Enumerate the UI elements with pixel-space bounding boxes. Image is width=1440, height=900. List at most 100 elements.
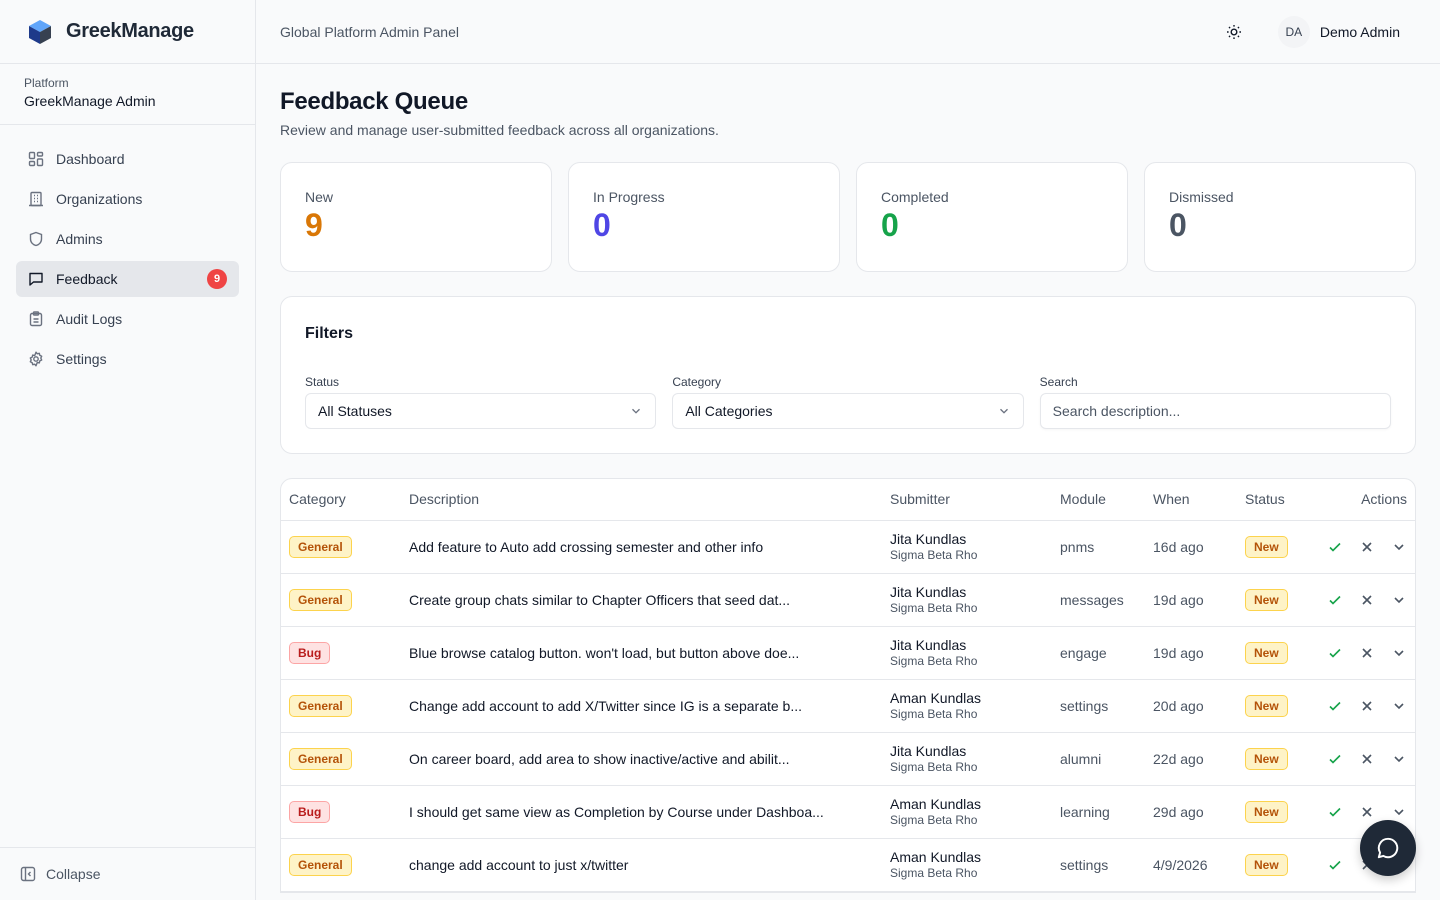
- check-icon[interactable]: [1327, 592, 1343, 608]
- table-row[interactable]: General Change add account to add X/Twitt…: [281, 679, 1415, 733]
- status-cell: New: [1237, 732, 1309, 786]
- check-icon[interactable]: [1327, 751, 1343, 767]
- check-icon[interactable]: [1327, 539, 1343, 555]
- close-icon[interactable]: [1359, 698, 1375, 714]
- table-row[interactable]: General Add feature to Auto add crossing …: [281, 520, 1415, 574]
- description-cell: Create group chats similar to Chapter Of…: [401, 573, 882, 627]
- category-badge: General: [289, 588, 352, 611]
- check-icon[interactable]: [1327, 857, 1343, 873]
- table-row[interactable]: General change add account to just x/twit…: [281, 838, 1415, 892]
- module-cell: settings: [1052, 838, 1145, 892]
- check-icon[interactable]: [1327, 804, 1343, 820]
- brand[interactable]: GreekManage: [0, 0, 255, 64]
- status-cell: New: [1237, 838, 1309, 892]
- sidebar-nav: Dashboard Organizations Admins Feedback …: [0, 125, 255, 397]
- submitter-cell: Aman Kundlas Sigma Beta Rho: [882, 679, 1052, 733]
- column-header-module[interactable]: Module: [1052, 479, 1145, 521]
- actions-cell: [1309, 520, 1415, 574]
- sidebar-item-audit-logs[interactable]: Audit Logs: [16, 301, 239, 337]
- sidebar-item-dashboard[interactable]: Dashboard: [16, 141, 239, 177]
- close-icon[interactable]: [1359, 804, 1375, 820]
- sidebar-item-admins[interactable]: Admins: [16, 221, 239, 257]
- status-cell: New: [1237, 520, 1309, 574]
- platform-switcher[interactable]: Platform GreekManage Admin: [0, 64, 255, 125]
- stat-label: Dismissed: [1169, 189, 1234, 205]
- close-icon[interactable]: [1359, 751, 1375, 767]
- module-cell: learning: [1052, 785, 1145, 839]
- table-header-row: Category Description Submitter Module Wh…: [281, 479, 1415, 521]
- status-select-value: All Statuses: [318, 403, 392, 419]
- description-cell: I should get same view as Completion by …: [401, 785, 882, 839]
- platform-name: GreekManage Admin: [24, 93, 156, 109]
- submitter-org: Sigma Beta Rho: [890, 601, 978, 615]
- chevron-down-icon[interactable]: [1391, 592, 1407, 608]
- category-select[interactable]: All Categories: [672, 393, 1024, 429]
- submitter-name: Jita Kundlas: [890, 584, 967, 600]
- chevron-down-icon[interactable]: [1391, 698, 1407, 714]
- column-header-description[interactable]: Description: [401, 479, 882, 521]
- status-select[interactable]: All Statuses: [305, 393, 657, 429]
- category-cell: General: [281, 838, 401, 892]
- table-row[interactable]: General On career board, add area to show…: [281, 732, 1415, 786]
- feedback-table: Category Description Submitter Module Wh…: [280, 478, 1416, 893]
- theme-toggle-button[interactable]: [1218, 16, 1250, 48]
- when-cell: 16d ago: [1145, 520, 1237, 574]
- platform-label: Platform: [24, 76, 69, 90]
- stat-label: Completed: [881, 189, 949, 205]
- description-cell: Add feature to Auto add crossing semeste…: [401, 520, 882, 574]
- check-icon[interactable]: [1327, 645, 1343, 661]
- category-cell: General: [281, 679, 401, 733]
- submitter-org: Sigma Beta Rho: [890, 866, 978, 880]
- chevron-down-icon[interactable]: [1391, 804, 1407, 820]
- shield-icon: [28, 231, 44, 247]
- search-label: Search: [1039, 375, 1078, 389]
- status-badge: New: [1245, 800, 1288, 823]
- chevron-down-icon[interactable]: [1391, 539, 1407, 555]
- close-icon[interactable]: [1359, 645, 1375, 661]
- close-icon[interactable]: [1359, 539, 1375, 555]
- column-header-submitter[interactable]: Submitter: [882, 479, 1052, 521]
- sidebar-item-settings[interactable]: Settings: [16, 341, 239, 377]
- column-header-category[interactable]: Category: [281, 479, 401, 521]
- table-row[interactable]: Bug Blue browse catalog button. won't loa…: [281, 626, 1415, 680]
- category-cell: General: [281, 732, 401, 786]
- chevron-down-icon[interactable]: [1391, 751, 1407, 767]
- when-cell: 22d ago: [1145, 732, 1237, 786]
- module-cell: alumni: [1052, 732, 1145, 786]
- search-input[interactable]: [1039, 393, 1391, 429]
- user-menu[interactable]: Demo Admin: [1319, 23, 1400, 40]
- avatar[interactable]: DA: [1277, 15, 1310, 48]
- submitter-name: Jita Kundlas: [890, 531, 967, 547]
- submitter-org: Sigma Beta Rho: [890, 813, 978, 827]
- status-cell: New: [1237, 679, 1309, 733]
- chevron-down-icon: [629, 404, 643, 418]
- category-cell: Bug: [281, 785, 401, 839]
- column-header-status[interactable]: Status: [1237, 479, 1309, 521]
- sidebar-item-organizations[interactable]: Organizations: [16, 181, 239, 217]
- stat-label: In Progress: [593, 189, 665, 205]
- collapse-button[interactable]: Collapse: [0, 847, 255, 900]
- status-badge: New: [1245, 853, 1288, 876]
- submitter-name: Aman Kundlas: [890, 690, 982, 706]
- header-title: Global Platform Admin Panel: [280, 23, 459, 40]
- chevron-down-icon[interactable]: [1391, 645, 1407, 661]
- column-header-when[interactable]: When: [1145, 479, 1237, 521]
- sidebar-item-feedback[interactable]: Feedback 9: [16, 261, 239, 297]
- module-cell: pnms: [1052, 520, 1145, 574]
- stat-value: 0: [881, 207, 899, 243]
- status-badge: New: [1245, 588, 1288, 611]
- category-filter-label: Category: [672, 375, 722, 389]
- close-icon[interactable]: [1359, 592, 1375, 608]
- gear-icon: [28, 351, 44, 367]
- table-row[interactable]: General Create group chats similar to Cha…: [281, 573, 1415, 627]
- chat-button[interactable]: [1360, 820, 1416, 876]
- stat-value: 9: [305, 207, 323, 243]
- when-cell: 19d ago: [1145, 626, 1237, 680]
- building-icon: [28, 191, 44, 207]
- brand-name: GreekManage: [66, 20, 194, 42]
- table-row[interactable]: Bug I should get same view as Completion …: [281, 785, 1415, 839]
- submitter-name: Aman Kundlas: [890, 796, 982, 812]
- description-cell: On career board, add area to show inacti…: [401, 732, 882, 786]
- submitter-name: Jita Kundlas: [890, 637, 967, 653]
- check-icon[interactable]: [1327, 698, 1343, 714]
